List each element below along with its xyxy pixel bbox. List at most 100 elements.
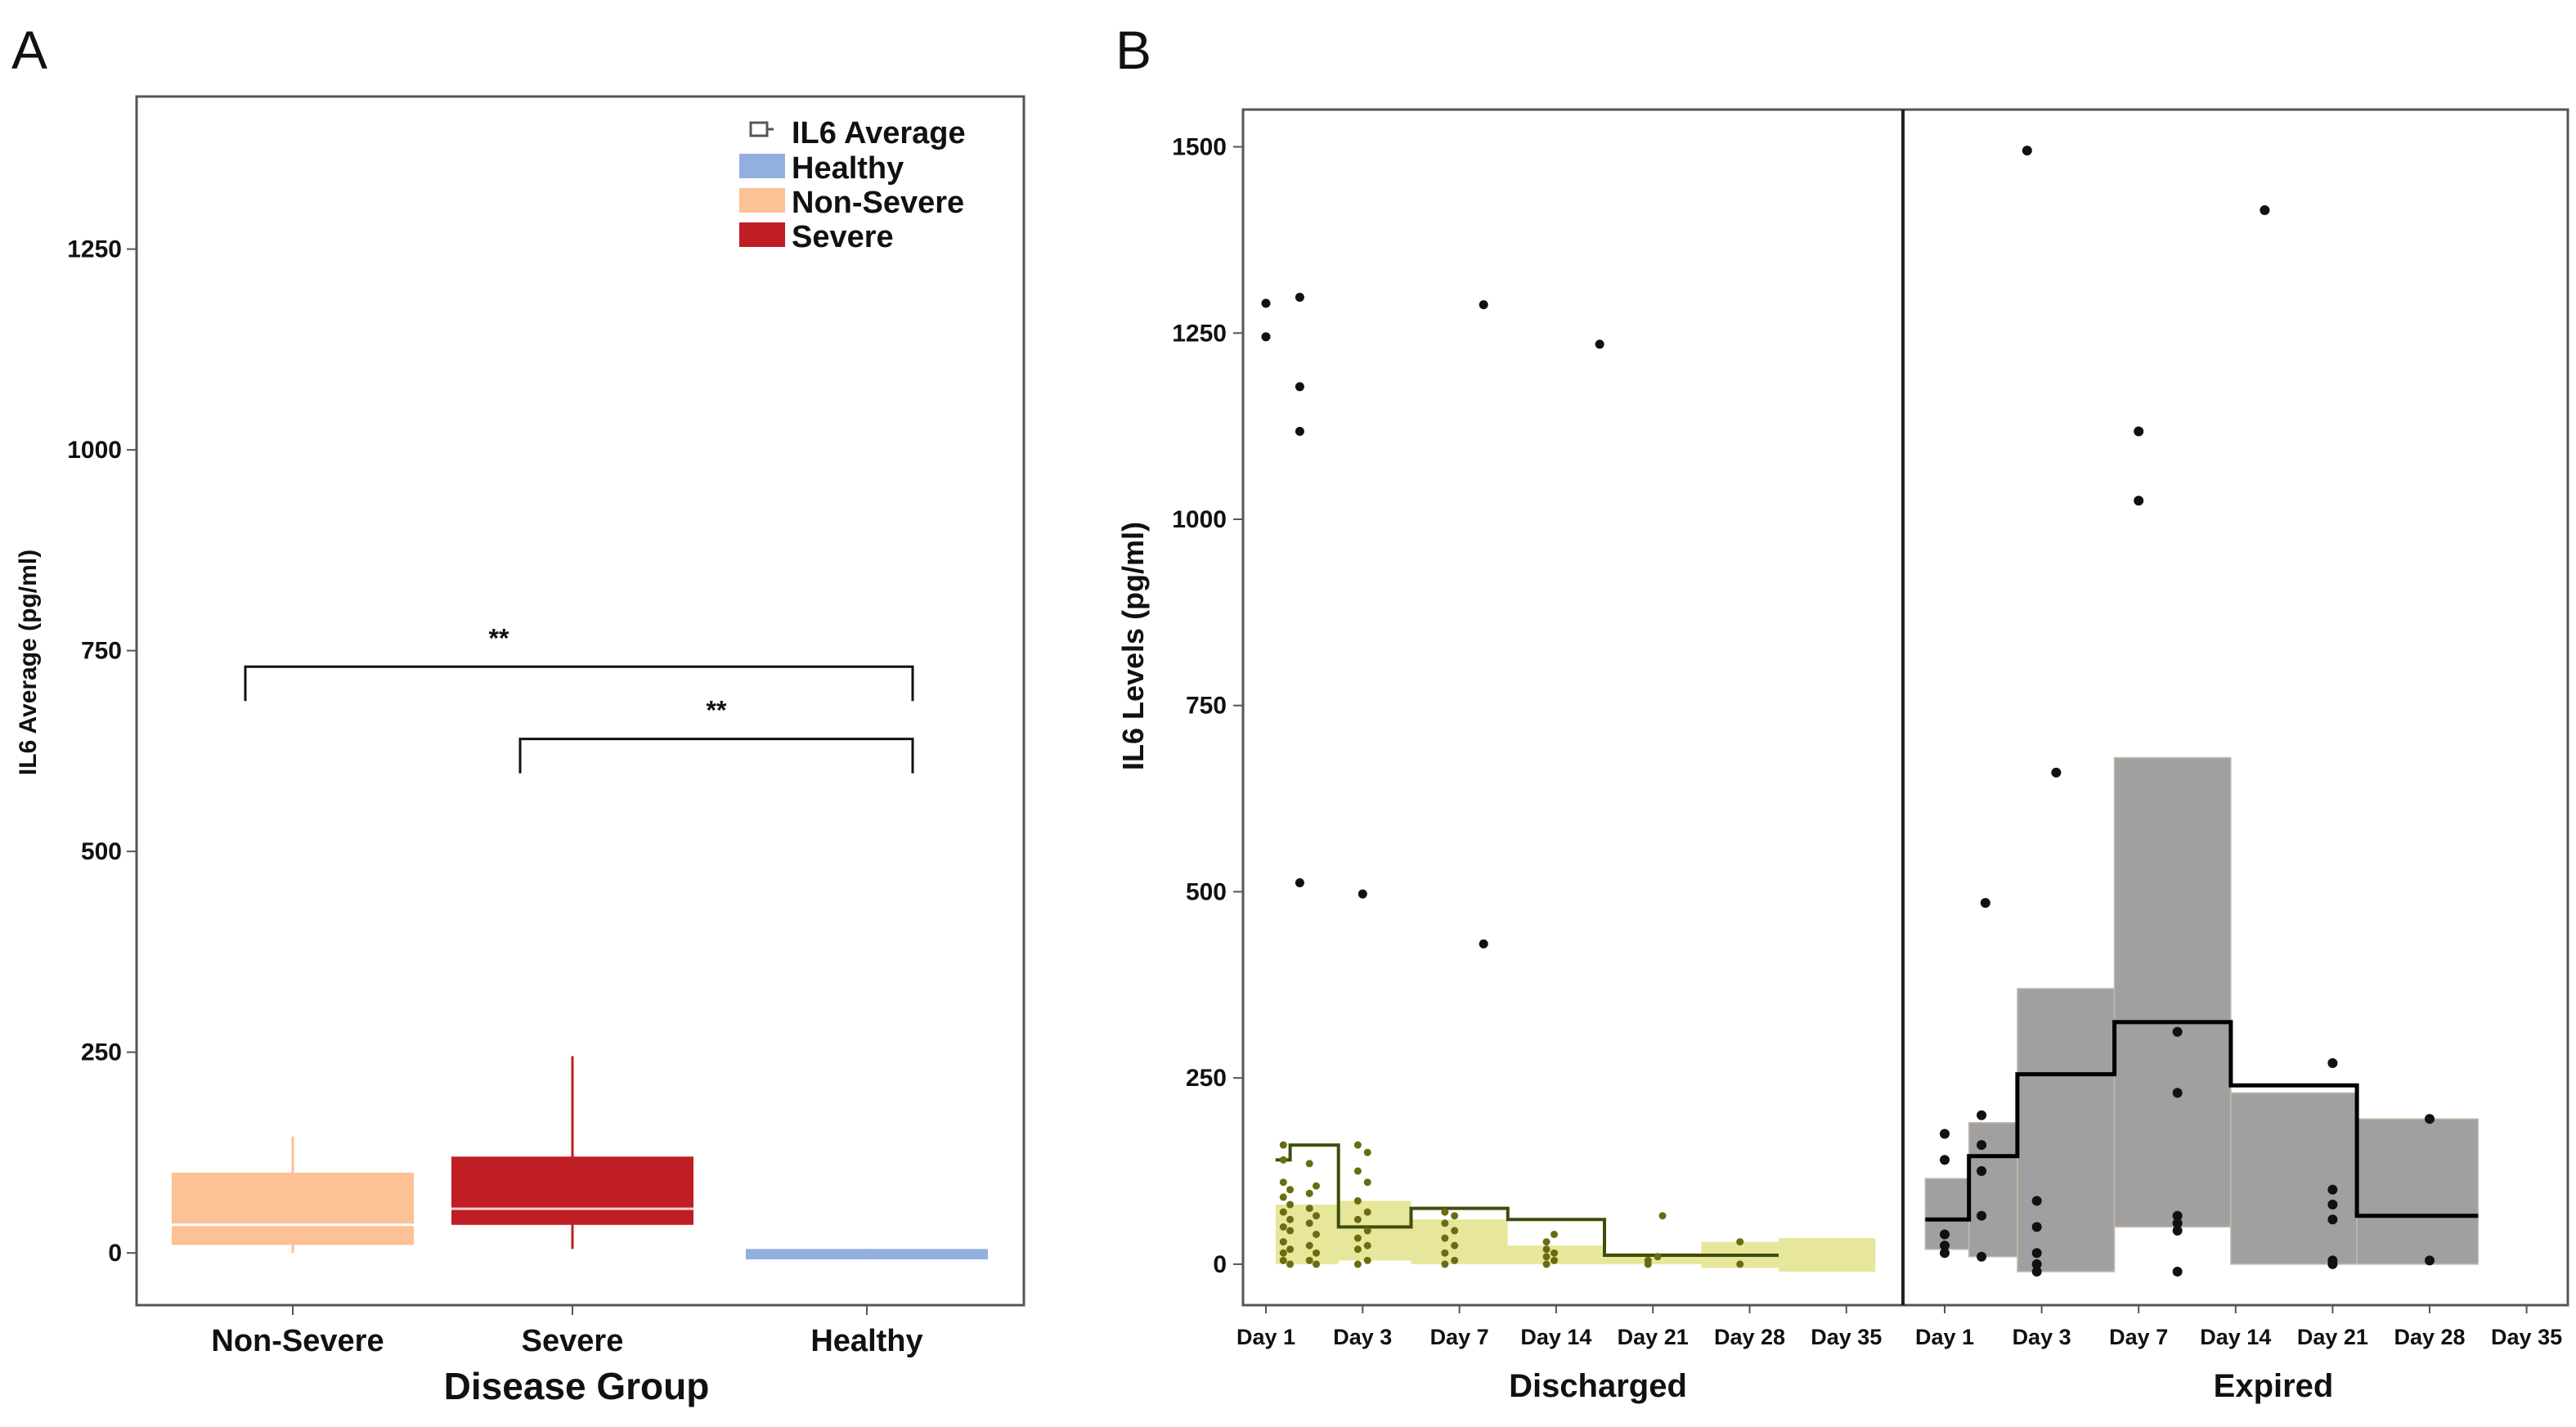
data-point [1551,1249,1559,1257]
data-point [1977,1166,1987,1177]
data-point [1363,1256,1371,1264]
facet-expired [1924,146,2480,1277]
data-point [1305,1205,1313,1213]
legend-swatch-severe [739,222,785,247]
x-tick-label: Day 35 [2491,1325,2562,1349]
y-tick-label: 750 [81,638,122,665]
box-severe [451,1156,693,1225]
data-point [1644,1256,1652,1264]
ci-band [2230,1092,2358,1265]
data-point [1980,898,1990,909]
data-point [1977,1110,1987,1120]
data-point [1542,1238,1551,1246]
panel-a-y-axis-label: IL6 Average (pg/ml) [15,550,42,775]
panel-b-label: B [1115,20,1151,80]
facet-discharged [1261,293,1876,1272]
data-point [1977,1140,1987,1151]
ci-band [1411,1219,1508,1264]
legend-label-healthy: Healthy [792,151,904,186]
y-tick-label: 250 [81,1039,122,1066]
panel-a-label: A [11,20,47,80]
data-point [1658,1212,1667,1220]
data-point [1542,1245,1551,1254]
panel-a-y-ticks: 0 250 500 750 1000 1250 [67,236,137,1267]
data-point [1736,1260,1744,1268]
data-point [2172,1026,2183,1037]
data-point [1441,1219,1449,1227]
panel-a-plot-frame [135,95,1025,1307]
y-tick-label: 0 [1213,1251,1227,1278]
data-point [1313,1182,1321,1190]
outlier-point [1261,298,1271,308]
ci-band [2356,1118,2480,1265]
legend-title: IL6 Average [792,116,966,150]
y-tick-label: 250 [1186,1065,1227,1092]
significance-bracket [518,738,914,774]
y-tick-label: 1000 [1172,506,1227,533]
data-point [1313,1212,1321,1220]
data-point [1353,1234,1362,1242]
panel-a-significance: ** ** [244,623,914,774]
data-point [2031,1248,2042,1259]
data-point [1286,1215,1295,1223]
data-point [1305,1256,1313,1264]
data-point [1736,1238,1744,1246]
x-tick-label: Day 21 [2297,1325,2368,1349]
ci-band [1924,1178,1970,1250]
outlier-point [1295,878,1304,888]
x-tick-label: Severe [522,1324,624,1358]
x-tick-label: Day 7 [1430,1325,1489,1349]
data-point [1940,1241,1950,1251]
data-point [1305,1160,1313,1168]
x-tick-label: Day 1 [1236,1325,1295,1349]
x-tick-label: Day 3 [2013,1325,2071,1349]
x-tick-label: Day 28 [2394,1325,2465,1349]
data-point [1551,1256,1559,1264]
legend-label-non-severe: Non-Severe [792,186,964,220]
box-non-severe [172,1172,414,1245]
data-point [1313,1249,1321,1257]
data-point [2031,1267,2042,1277]
data-point [2172,1225,2183,1236]
data-point [1363,1178,1371,1187]
median-step-line [1275,1143,1779,1257]
x-tick-label: Day 7 [2109,1325,2168,1349]
data-point [2031,1222,2042,1232]
x-tick-label: Day 3 [1333,1325,1392,1349]
data-point [2327,1214,2338,1225]
data-point [1451,1227,1459,1235]
data-point [1353,1167,1362,1175]
ci-band [1968,1122,2018,1258]
data-point [1654,1253,1662,1261]
outlier-point [1295,382,1304,392]
data-point [1542,1260,1551,1268]
data-point [1441,1208,1449,1216]
data-point [1286,1227,1295,1235]
data-point [1977,1210,1987,1221]
data-point [1451,1256,1459,1264]
data-point [1363,1148,1371,1156]
data-point [1279,1256,1287,1264]
data-point [1363,1241,1371,1250]
outlier-point [1479,939,1488,949]
y-tick-label: 1500 [1172,134,1227,161]
data-point [1279,1141,1287,1149]
data-point [1279,1238,1287,1246]
x-tick-label: Day 28 [1714,1325,1785,1349]
x-tick-label: Day 35 [1811,1325,1882,1349]
data-point [1279,1156,1287,1164]
data-point [2031,1196,2042,1206]
median-step-line [1925,1020,2479,1222]
data-point [1977,1251,1987,1262]
data-point [1441,1249,1449,1257]
panel-a-boxes [172,1056,988,1260]
data-point [1363,1208,1371,1216]
data-point [2425,1114,2435,1124]
y-tick-label: 1000 [67,437,122,464]
y-tick-label: 0 [108,1240,122,1267]
data-point [2327,1057,2338,1068]
data-point [1286,1245,1295,1254]
data-point [2260,204,2270,215]
